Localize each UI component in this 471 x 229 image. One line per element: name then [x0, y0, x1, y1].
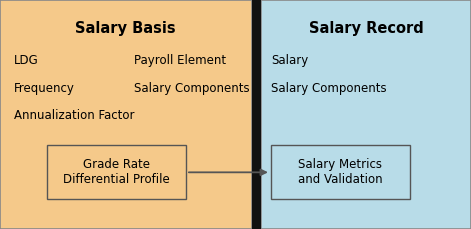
Text: Salary Basis: Salary Basis	[75, 21, 176, 36]
Bar	[271, 145, 410, 199]
Text: Payroll Element: Payroll Element	[134, 54, 227, 67]
Text: Salary Components: Salary Components	[134, 82, 250, 95]
Text: LDG: LDG	[14, 54, 39, 67]
Text: Salary Metrics
and Validation: Salary Metrics and Validation	[298, 158, 382, 186]
Bar	[252, 0, 261, 229]
Text: Grade Rate
Differential Profile: Grade Rate Differential Profile	[63, 158, 170, 186]
Text: Salary Components: Salary Components	[271, 82, 386, 95]
Bar	[0, 0, 252, 229]
Text: Annualization Factor: Annualization Factor	[14, 109, 135, 122]
Text: Salary Record: Salary Record	[309, 21, 423, 36]
Bar	[47, 145, 186, 199]
Bar	[261, 0, 471, 229]
Text: Frequency: Frequency	[14, 82, 75, 95]
Text: Salary: Salary	[271, 54, 308, 67]
